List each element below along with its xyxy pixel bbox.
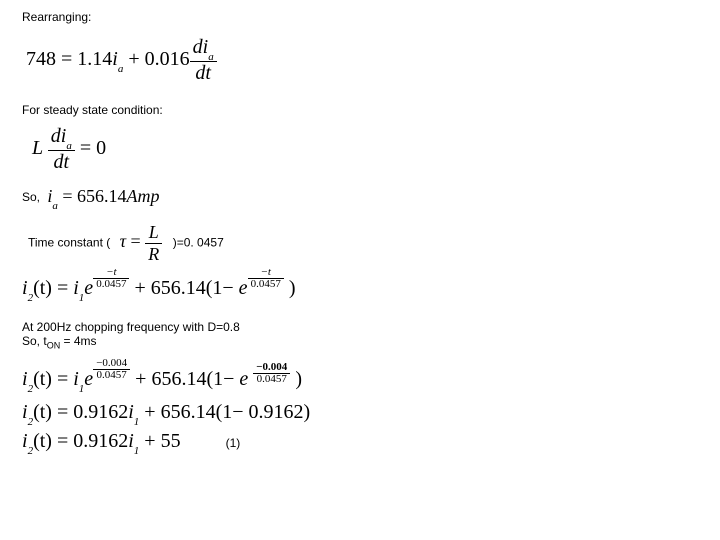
eq1-den: dt bbox=[190, 61, 217, 85]
eq4-minus: − bbox=[222, 277, 233, 299]
eq4-eqsign: = bbox=[57, 277, 68, 299]
eq6-a: 0.9162 bbox=[73, 401, 128, 423]
eq5-close: ) bbox=[295, 368, 302, 390]
eq6-minus: − bbox=[232, 401, 243, 423]
eq5-e1: e bbox=[84, 368, 93, 390]
eq2-L: L bbox=[32, 137, 43, 159]
eq5-c: 656.14(1 bbox=[151, 368, 223, 390]
eq1-t1: 1.14 bbox=[77, 48, 112, 70]
eq7-i1sub: 1 bbox=[134, 445, 140, 457]
eq6-t: (t) bbox=[33, 401, 52, 423]
eq5-minus: − bbox=[223, 368, 234, 390]
eq4-sub: 2 bbox=[28, 292, 34, 304]
eq7-eqsign: = bbox=[57, 430, 68, 452]
eq5-exp2n: −0.004 bbox=[253, 362, 290, 373]
eq6-i: i bbox=[22, 401, 28, 423]
chop2-sub: ON bbox=[47, 340, 61, 350]
eq2-den: dt bbox=[48, 150, 75, 174]
so-line: So, ia = 656.14Amp bbox=[22, 186, 698, 210]
eq5-t: (t) bbox=[33, 368, 52, 390]
eq1-plus: + bbox=[128, 48, 139, 70]
eq1-t2: 0.016 bbox=[145, 48, 190, 70]
eq6-plus: + bbox=[144, 401, 155, 423]
eq5-i: i bbox=[22, 368, 28, 390]
eq2-rhs: 0 bbox=[96, 137, 106, 159]
eq4-c: 656.14(1 bbox=[151, 277, 223, 299]
eq4-exp1d: 0.0457 bbox=[93, 278, 129, 290]
chop2-pre: So, t bbox=[22, 334, 47, 348]
eq2-eqsign: = bbox=[80, 137, 91, 159]
text-so: So, bbox=[22, 190, 40, 204]
eq6-i1: i bbox=[128, 401, 134, 423]
eq4-i1: i bbox=[73, 277, 79, 299]
eq7-i1: i bbox=[128, 430, 134, 452]
eq4-e2: e bbox=[239, 277, 248, 299]
eq1-ia-sub: a bbox=[118, 63, 124, 75]
equation-2: L diadt = 0 bbox=[32, 125, 698, 174]
eq7-plus: + bbox=[144, 430, 155, 452]
eq6-b: 656.14(1 bbox=[161, 401, 233, 423]
eq4-e1: e bbox=[84, 277, 93, 299]
eq1-lhs: 748 bbox=[26, 48, 56, 70]
eq3-val: 656.14 bbox=[77, 186, 127, 206]
chop2-post: = 4ms bbox=[60, 334, 96, 348]
eq4-i1sub: 1 bbox=[79, 292, 85, 304]
tc-pre: Time constant ( bbox=[28, 235, 110, 249]
tc-post: )=0. 0457 bbox=[173, 235, 224, 249]
eq6-eqsign: = bbox=[57, 401, 68, 423]
eq1-ia: i bbox=[112, 48, 118, 70]
eq7-i: i bbox=[22, 430, 28, 452]
eq5-i1sub: 1 bbox=[79, 383, 85, 395]
equation-7-row: i2(t) = 0.9162i1 + 55 (1) bbox=[22, 430, 698, 455]
eq2-num-sub: a bbox=[66, 140, 72, 152]
eq5-exp1d: 0.0457 bbox=[93, 369, 130, 381]
eq1-num-sub: a bbox=[208, 51, 214, 63]
eq5-exp2d: 0.0457 bbox=[253, 373, 290, 385]
equation-5: i2(t) = i1e−0.0040.0457 + 656.14(1− e −0… bbox=[22, 368, 698, 393]
eq6-i1sub: 1 bbox=[134, 416, 140, 428]
eq5-plus: + bbox=[135, 368, 146, 390]
eq6-sub: 2 bbox=[28, 416, 34, 428]
tau-den: R bbox=[145, 243, 162, 265]
chop-line2: So, tON = 4ms bbox=[22, 334, 698, 350]
eq3-unit: Amp bbox=[127, 186, 160, 206]
chop-line1: At 200Hz chopping frequency with D=0.8 bbox=[22, 320, 698, 334]
equation-7: i2(t) = 0.9162i1 + 55 bbox=[22, 430, 186, 452]
equation-4: i2(t) = i1e−t0.0457 + 656.14(1− e−t0.045… bbox=[22, 277, 698, 302]
tau-eqsign: = bbox=[131, 231, 141, 251]
eq4-close: ) bbox=[289, 277, 296, 299]
document-page: Rearranging: 748 = 1.14ia + 0.016diadt F… bbox=[0, 0, 720, 465]
eq7-a: 0.9162 bbox=[73, 430, 128, 452]
eq5-i1: i bbox=[73, 368, 79, 390]
tau-num: L bbox=[145, 222, 162, 243]
eq5-eqsign: = bbox=[57, 368, 68, 390]
eq1-eqsign: = bbox=[61, 48, 72, 70]
eq5-e2: e bbox=[239, 368, 248, 390]
eq3-a: a bbox=[52, 200, 58, 212]
text-rearranging: Rearranging: bbox=[22, 10, 698, 24]
eq4-exp2n: −t bbox=[248, 267, 284, 278]
eq5-exp1n: −0.004 bbox=[93, 358, 130, 369]
eq7-b: 55 bbox=[161, 430, 181, 452]
time-constant-line: Time constant ( τ = LR )=0. 0457 bbox=[28, 222, 698, 265]
equation-6: i2(t) = 0.9162i1 + 656.14(1− 0.9162) bbox=[22, 401, 698, 426]
text-steady-state: For steady state condition: bbox=[22, 103, 698, 117]
tau-sym: τ bbox=[120, 231, 126, 251]
eq7-sub: 2 bbox=[28, 445, 34, 457]
eq7-t: (t) bbox=[33, 430, 52, 452]
eq1-num-pre: di bbox=[193, 36, 209, 58]
eqnum-1: (1) bbox=[226, 436, 241, 450]
eq4-i: i bbox=[22, 277, 28, 299]
eq4-t: (t) bbox=[33, 277, 52, 299]
eq6-c: 0.9162) bbox=[249, 401, 311, 423]
eq5-sub: 2 bbox=[28, 383, 34, 395]
eq4-exp2d: 0.0457 bbox=[248, 278, 284, 290]
equation-1: 748 = 1.14ia + 0.016diadt bbox=[26, 36, 698, 85]
eq4-plus: + bbox=[134, 277, 145, 299]
eq3-eqsign: = bbox=[62, 186, 72, 206]
eq4-exp1n: −t bbox=[93, 267, 129, 278]
eq2-num-pre: di bbox=[51, 125, 67, 147]
